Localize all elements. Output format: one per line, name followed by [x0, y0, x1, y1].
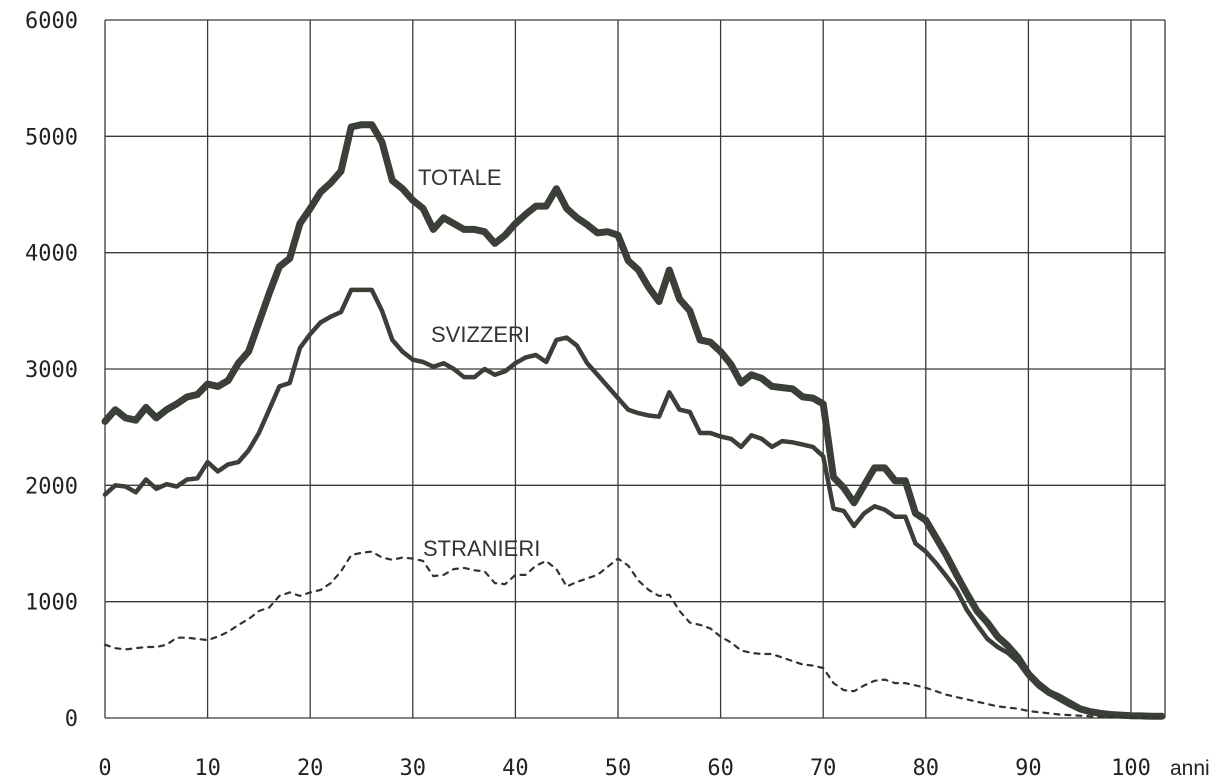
series-label-totale: TOTALE	[418, 165, 502, 190]
x-tick-label: 70	[810, 756, 837, 777]
x-tick-label: 40	[502, 756, 529, 777]
x-axis-title: anni	[1170, 757, 1210, 777]
y-tick-label: 2000	[25, 474, 78, 499]
x-tick-label: 90	[1015, 756, 1042, 777]
series-line-totale	[101, 121, 1166, 720]
x-tick-label: 60	[707, 756, 734, 777]
series-lines	[101, 121, 1166, 720]
axis-tick-labels: 0 1000 2000 3000 4000 5000 6000 0 10 20 30 40 50 60 70…	[25, 9, 1151, 777]
x-tick-label: 0	[98, 756, 111, 777]
x-tick-label: 50	[605, 756, 632, 777]
y-tick-label: 5000	[25, 125, 78, 150]
y-tick-label: 4000	[25, 242, 78, 267]
series-label-stranieri: STRANIERI	[423, 536, 540, 561]
x-tick-label: 20	[297, 756, 324, 777]
y-tick-label: 6000	[25, 9, 78, 34]
y-tick-label: 1000	[25, 591, 78, 616]
x-tick-label: 100	[1111, 756, 1151, 777]
x-tick-label: 30	[400, 756, 427, 777]
series-annotations: TOTALE SVIZZERI STRANIERI	[418, 165, 540, 561]
series-line-stranieri	[103, 550, 1163, 719]
series-line-svizzeri	[102, 287, 1165, 719]
x-tick-label: 10	[194, 756, 221, 777]
grid	[104, 19, 1166, 719]
series-label-svizzeri: SVIZZERI	[431, 322, 530, 347]
x-tick-label: 80	[913, 756, 940, 777]
y-tick-label: 0	[65, 707, 78, 732]
y-tick-label: 3000	[25, 358, 78, 383]
